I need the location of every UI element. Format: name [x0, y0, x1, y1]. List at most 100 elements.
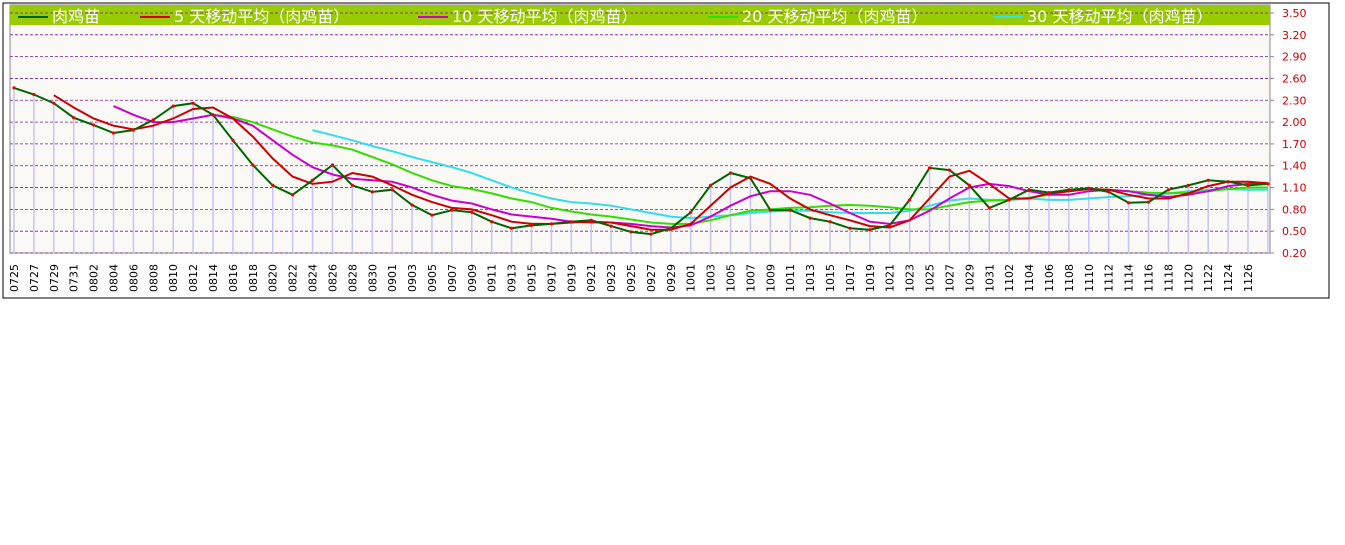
series-line	[13, 86, 1268, 236]
point	[191, 101, 195, 105]
point	[927, 166, 932, 170]
x-tick-label: 1124	[1222, 264, 1235, 292]
x-tick-label: 1011	[784, 264, 797, 292]
point	[430, 213, 434, 217]
x-tick-label: 1122	[1202, 264, 1215, 292]
x-tick-label: 1112	[1103, 264, 1116, 292]
point	[370, 190, 374, 194]
x-tick-label: 0913	[506, 264, 519, 292]
y-tick-label: 3.20	[1282, 29, 1307, 42]
bar	[610, 226, 612, 253]
point	[171, 104, 175, 108]
x-tick-label: 1027	[943, 264, 956, 292]
point	[549, 222, 553, 226]
bar	[570, 221, 573, 253]
point	[1047, 191, 1051, 195]
bar	[1127, 202, 1130, 253]
y-tick-label: 2.00	[1282, 116, 1307, 129]
x-tick-label: 0907	[446, 264, 459, 292]
bar	[1147, 202, 1150, 253]
bar	[1247, 185, 1249, 253]
bar	[789, 210, 791, 253]
bar	[271, 185, 274, 253]
bar	[451, 210, 453, 253]
bar	[33, 94, 35, 253]
point	[529, 223, 534, 227]
point	[1186, 183, 1190, 187]
x-tick-label: 1023	[904, 264, 917, 292]
legend-label: 30 天移动平均（肉鸡苗）	[1027, 7, 1212, 26]
x-tick-label: 1106	[1043, 264, 1056, 292]
point	[271, 183, 275, 187]
bar	[908, 199, 911, 253]
series-line	[53, 94, 1268, 231]
legend-label: 5 天移动平均（肉鸡苗）	[174, 7, 349, 26]
bar	[391, 189, 393, 253]
plot-area	[9, 4, 1271, 254]
x-tick-label: 0828	[346, 264, 359, 292]
point	[1146, 200, 1151, 204]
bar	[650, 234, 652, 253]
point	[1027, 188, 1031, 192]
bar	[809, 218, 811, 253]
bar	[1048, 192, 1050, 253]
point	[111, 131, 116, 135]
point	[450, 208, 454, 212]
x-tick-label: 0810	[167, 264, 180, 292]
x-tick-label: 0804	[108, 264, 121, 292]
point	[1107, 190, 1111, 194]
point	[649, 232, 653, 236]
bar	[72, 117, 75, 254]
point	[1067, 188, 1071, 192]
x-tick-label: 0820	[267, 264, 280, 292]
x-tick-label: 1114	[1123, 264, 1136, 292]
y-tick-label: 2.90	[1282, 51, 1307, 64]
bar	[172, 106, 174, 253]
bar	[1267, 183, 1269, 253]
point	[1126, 201, 1131, 205]
x-tick-label: 0808	[147, 264, 160, 292]
bar	[590, 220, 592, 253]
x-tick-label: 0830	[366, 264, 379, 292]
x-tick-label: 0731	[68, 264, 81, 292]
bar	[1207, 180, 1209, 253]
x-tick-label: 0816	[227, 264, 240, 292]
x-tick-label: 0911	[486, 264, 499, 292]
bar	[152, 119, 155, 253]
bar	[252, 165, 254, 253]
x-tick-label: 0727	[28, 264, 41, 292]
bar	[351, 185, 354, 253]
point	[908, 198, 912, 202]
x-tick-label: 0909	[466, 264, 479, 292]
bar	[411, 205, 413, 253]
x-tick-label: 0925	[625, 264, 638, 292]
legend-label: 10 天移动平均（肉鸡苗）	[452, 7, 637, 26]
point	[350, 183, 354, 187]
point	[808, 216, 812, 220]
point	[788, 208, 792, 212]
bar	[689, 212, 692, 253]
point	[728, 171, 733, 175]
y-tick-label: 2.60	[1282, 72, 1307, 85]
point	[1246, 183, 1250, 187]
bar	[988, 207, 991, 253]
point	[848, 226, 852, 230]
point	[669, 226, 673, 230]
point	[52, 101, 56, 105]
y-tick-label: 0.50	[1282, 225, 1307, 238]
bar	[471, 212, 473, 253]
bar	[232, 140, 234, 253]
x-tick-label: 1015	[824, 264, 837, 292]
bar	[1227, 181, 1229, 253]
point	[569, 220, 573, 224]
point	[1266, 182, 1270, 186]
x-tick-label: 0901	[386, 264, 399, 292]
point	[589, 218, 593, 222]
x-tick-label: 0915	[525, 264, 538, 292]
x-tick-label: 1126	[1242, 264, 1255, 292]
point	[689, 210, 693, 214]
point	[888, 223, 892, 227]
point	[470, 210, 474, 214]
point	[390, 188, 394, 192]
